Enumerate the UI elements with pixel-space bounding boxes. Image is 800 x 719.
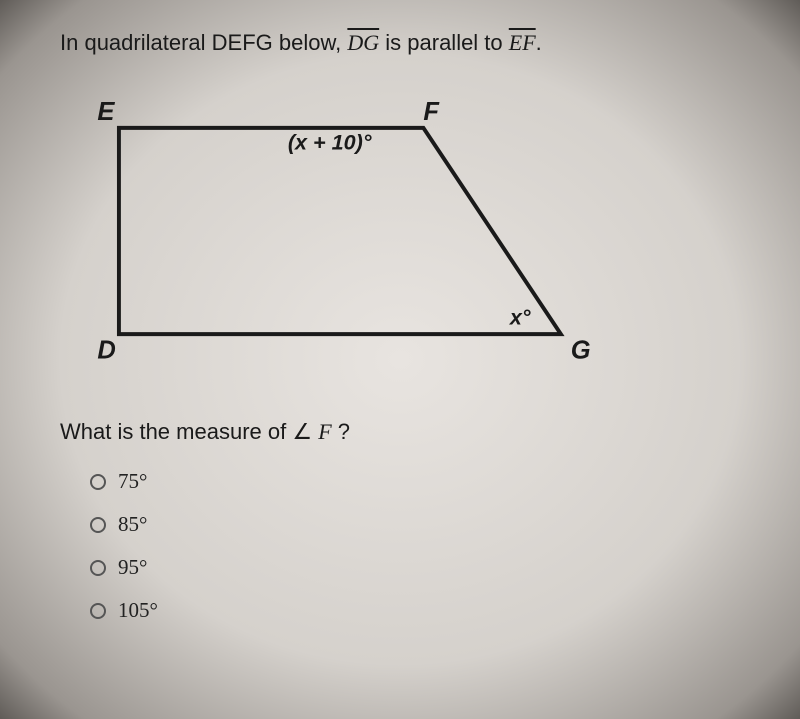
question-text: What is the measure of ∠ F ?	[60, 419, 740, 445]
prompt-post: .	[536, 30, 542, 55]
vertex-label-g: G	[571, 337, 591, 365]
vertex-label-f: F	[423, 98, 440, 126]
question-prompt: In quadrilateral DEFG below, DG is paral…	[60, 30, 740, 56]
option-label: 95°	[118, 555, 147, 580]
radio-icon	[90, 603, 106, 619]
radio-icon	[90, 474, 106, 490]
angle-symbol: ∠	[292, 419, 312, 444]
answer-options: 75° 85° 95° 105°	[60, 469, 740, 623]
angle-f-label: (x + 10)°	[288, 129, 372, 154]
option-label: 105°	[118, 598, 158, 623]
segment-ef: EF	[509, 30, 536, 55]
prompt-pre: In quadrilateral DEFG below,	[60, 30, 347, 55]
option-d[interactable]: 105°	[90, 598, 740, 623]
question-pre: What is the measure of	[60, 419, 292, 444]
question-var: F	[318, 419, 331, 444]
option-c[interactable]: 95°	[90, 555, 740, 580]
vertex-label-e: E	[97, 98, 115, 126]
vertex-label-d: D	[97, 337, 115, 365]
option-a[interactable]: 75°	[90, 469, 740, 494]
option-label: 75°	[118, 469, 147, 494]
option-b[interactable]: 85°	[90, 512, 740, 537]
angle-g-label: x°	[509, 304, 531, 329]
trapezoid-diagram: E F D G (x + 10)° x°	[60, 86, 610, 376]
trapezoid-shape	[119, 128, 561, 334]
segment-dg: DG	[347, 30, 379, 55]
question-post: ?	[332, 419, 350, 444]
radio-icon	[90, 517, 106, 533]
radio-icon	[90, 560, 106, 576]
option-label: 85°	[118, 512, 147, 537]
prompt-mid: is parallel to	[379, 30, 509, 55]
